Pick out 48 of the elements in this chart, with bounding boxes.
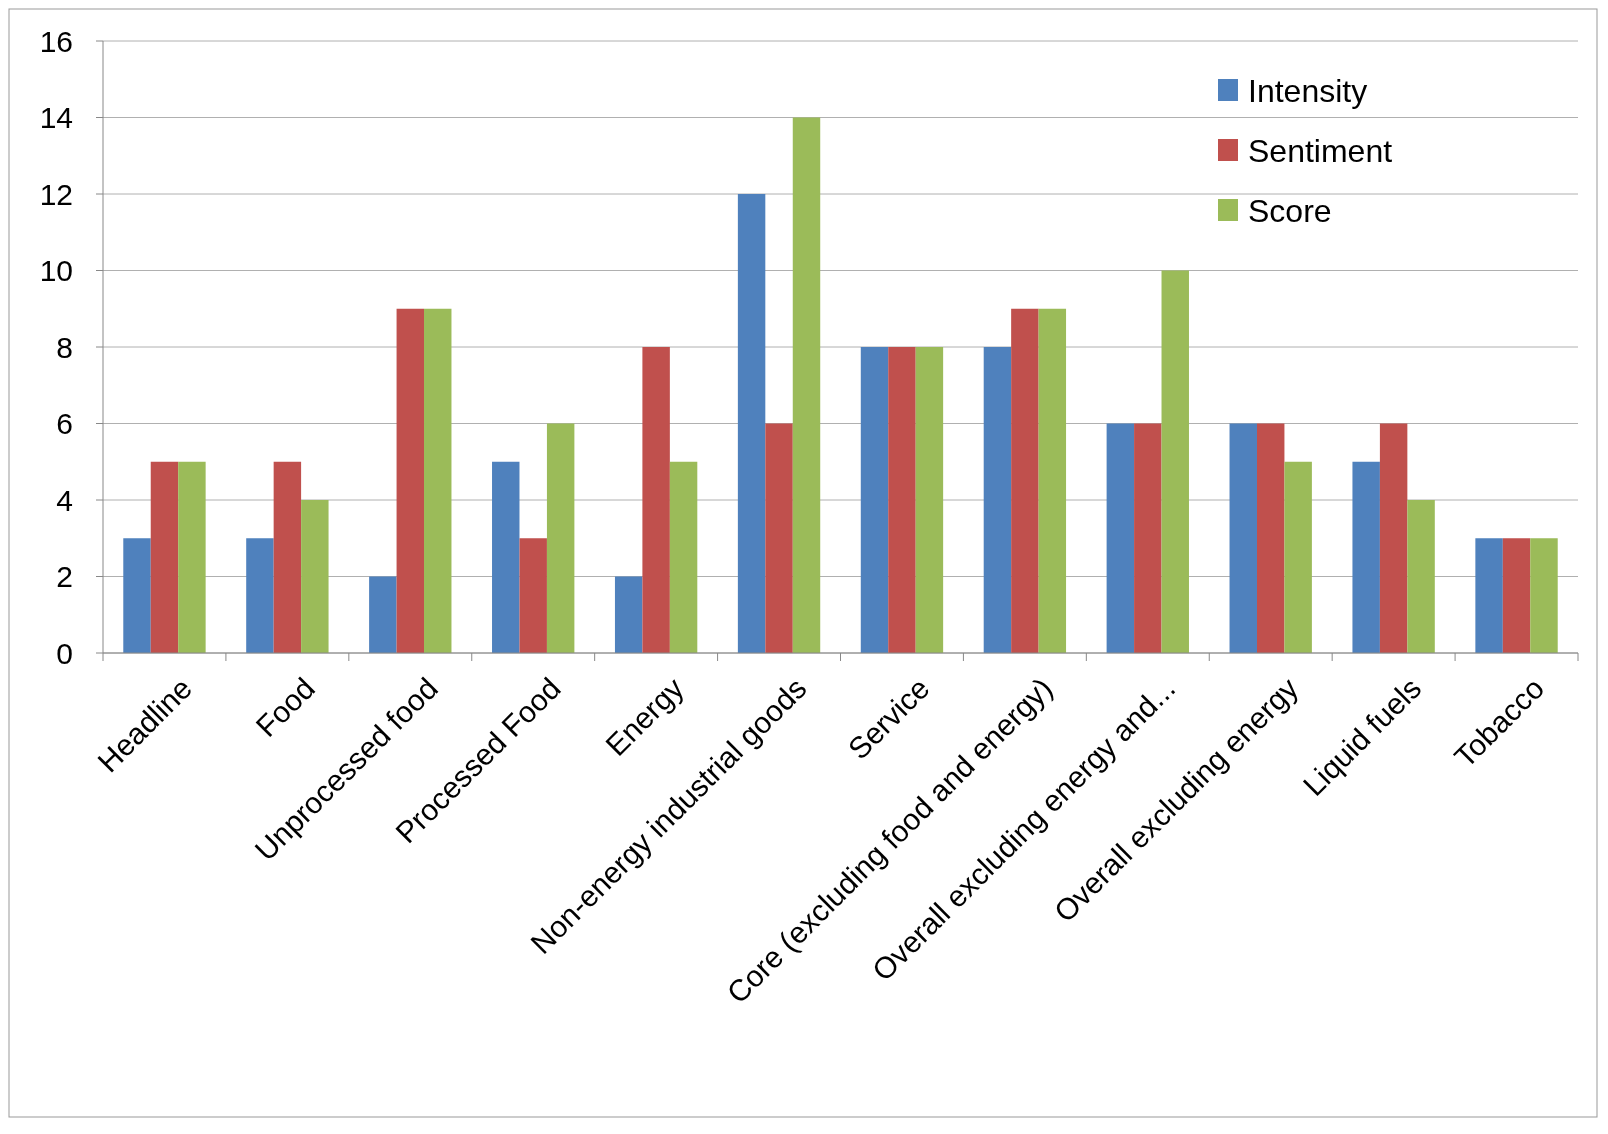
bar [1379, 423, 1408, 653]
bar [246, 538, 274, 653]
bar [546, 423, 575, 653]
y-tick-label: 0 [56, 636, 73, 670]
bar [396, 308, 425, 653]
bar [614, 576, 643, 653]
bar [860, 347, 889, 653]
bar [765, 423, 793, 653]
bar [1134, 423, 1162, 653]
bar [888, 347, 916, 653]
y-tick-label: 4 [56, 483, 73, 517]
bar [178, 461, 206, 653]
bar [301, 500, 329, 653]
bar [642, 347, 670, 653]
bar [424, 308, 452, 653]
bar [519, 538, 547, 653]
legend-label: Sentiment [1248, 133, 1393, 170]
y-tick-label: 10 [39, 254, 73, 287]
bar [1530, 538, 1558, 653]
bar [492, 461, 520, 653]
legend-label: Score [1248, 193, 1332, 230]
bar [1161, 270, 1189, 653]
bar [1256, 423, 1285, 653]
bar [1038, 308, 1067, 653]
y-tick-label: 2 [56, 560, 73, 593]
bar [669, 461, 698, 653]
bar [1229, 423, 1257, 653]
y-tick-label: 8 [56, 330, 73, 364]
bar [737, 194, 766, 653]
bar [1284, 461, 1312, 653]
bar [1106, 423, 1135, 653]
bar [1475, 538, 1503, 653]
bar [150, 461, 179, 653]
y-tick-label: 16 [39, 24, 73, 58]
y-tick-label: 14 [39, 101, 73, 134]
legend-label: Intensity [1248, 73, 1368, 110]
bar [983, 347, 1012, 653]
bar [1011, 308, 1039, 653]
bar [1407, 500, 1435, 653]
bar [1352, 461, 1380, 653]
bar [273, 461, 302, 653]
bar [915, 347, 944, 653]
bar [1502, 538, 1531, 653]
y-tick-label: 6 [56, 407, 73, 440]
bar [792, 117, 821, 653]
bar [123, 538, 151, 653]
y-tick-label: 12 [39, 177, 73, 211]
bar [369, 576, 397, 653]
